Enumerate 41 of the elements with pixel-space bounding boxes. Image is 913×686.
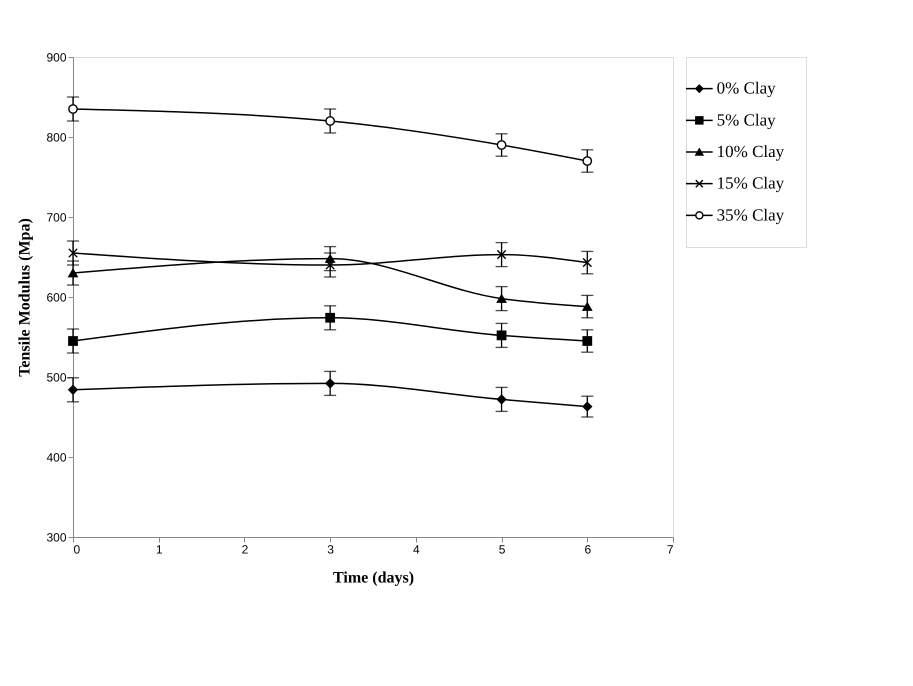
x-tick-label: 2 [242,542,249,556]
point [68,104,78,114]
y-axis-title: Tensile Modulus (Mpa) [16,218,34,377]
point [68,248,78,258]
x-tick-label: 5 [498,542,506,556]
legend-label: 0% Clay [716,78,776,98]
x-tick-label: 4 [413,542,420,556]
legend-label: 35% Clay [716,205,785,224]
legend-label: 10% Clay [716,142,785,161]
point [496,394,506,404]
point [496,140,506,150]
y-tick-label: 700 [46,210,67,224]
x-tick-label: 0 [74,542,80,556]
y-tick-label: 800 [46,130,67,144]
y-tick-label: 600 [46,290,67,304]
point [582,402,592,412]
x-axis-title: Time (days) [332,570,414,586]
point [496,250,506,260]
point [582,258,592,268]
point [68,268,78,278]
point [325,116,336,126]
y-tick-label: 300 [46,530,67,544]
point [582,302,592,311]
point [582,156,592,166]
point [496,294,506,303]
x-tick-label: 6 [584,542,592,556]
legend-label: 15% Clay [716,174,785,193]
point [68,384,78,395]
x-tick-label: 1 [156,542,163,556]
point [68,336,78,346]
y-tick-label: 400 [46,450,67,464]
x-tick-label: 7 [666,542,674,556]
point [496,330,506,340]
y-tick-label: 500 [46,370,67,384]
point [325,312,336,323]
legend-label: 5% Clay [716,110,776,130]
point [325,378,336,388]
x-tick-label: 3 [327,542,334,556]
point [325,260,336,270]
point [582,336,592,346]
y-tick-label: 900 [46,50,67,64]
